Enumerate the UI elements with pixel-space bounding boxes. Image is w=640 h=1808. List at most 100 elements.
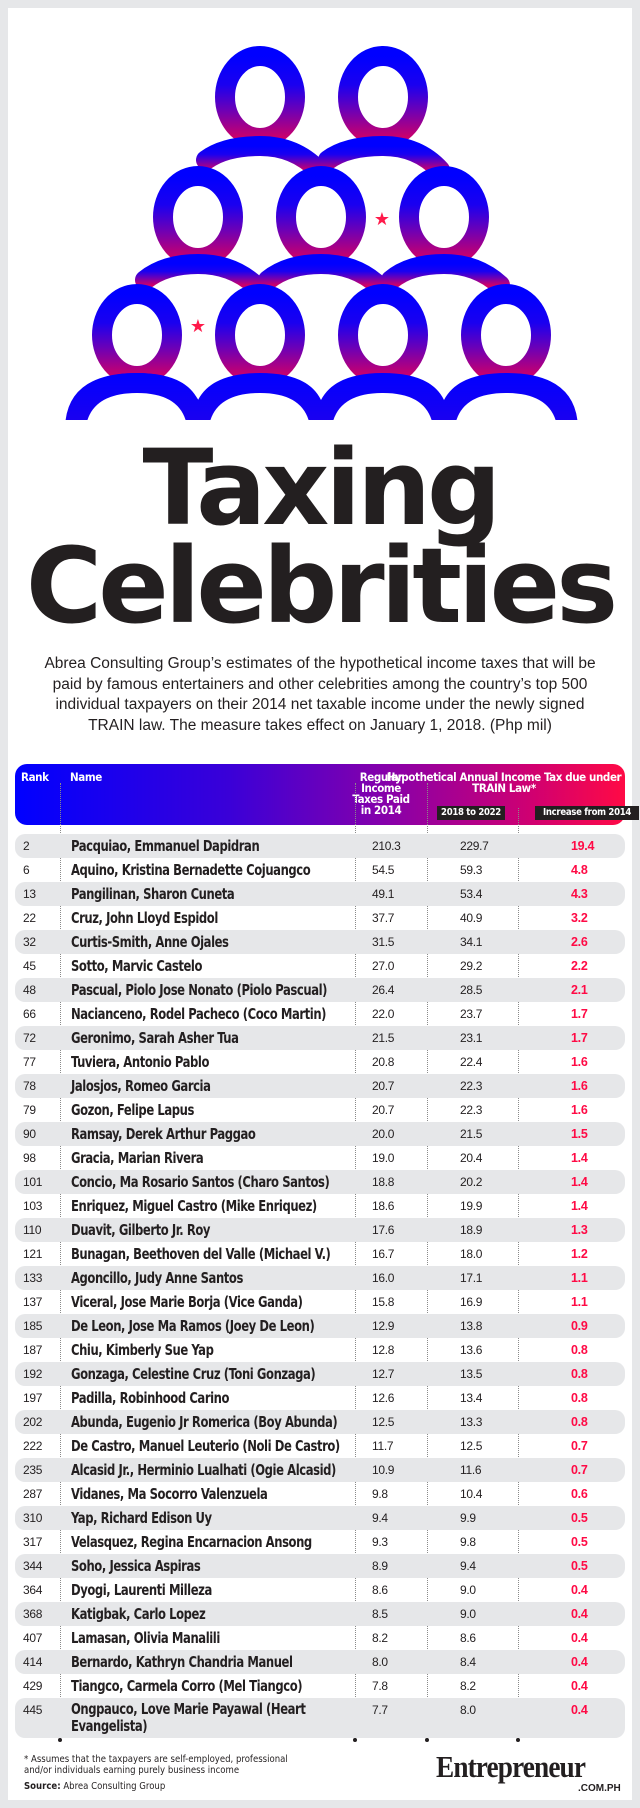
table-row: 192 Gonzaga, Celestine Cruz (Toni Gonzaga… xyxy=(15,1362,625,1386)
crowd-of-people-icon: ★ ★ ★ ★ ★ xyxy=(65,46,578,420)
regular-tax-cell: 54.5 xyxy=(372,863,395,877)
table-row: 407 Lamasan, Olivia Manalili 8.2 8.6 0.4 xyxy=(15,1626,625,1650)
name-cell: De Leon, Jose Ma Ramos (Joey De Leon) xyxy=(71,1317,315,1335)
increase-cell: 4.8 xyxy=(571,863,588,877)
name-cell: Tuviera, Antonio Pablo xyxy=(71,1053,209,1071)
name-cell: Lamasan, Olivia Manalili xyxy=(71,1629,220,1647)
name-cell: Geronimo, Sarah Asher Tua xyxy=(71,1029,239,1047)
column-divider xyxy=(60,783,61,1739)
table-row: 202 Abunda, Eugenio Jr Romerica (Boy Abun… xyxy=(15,1410,625,1434)
name-cell: Dyogi, Laurenti Milleza xyxy=(71,1581,212,1599)
source-label: Source: xyxy=(24,1781,61,1792)
regular-tax-cell: 12.6 xyxy=(372,1391,395,1405)
increase-cell: 1.6 xyxy=(571,1055,588,1069)
table-row: 45 Sotto, Marvic Castelo 27.0 29.2 2.2 xyxy=(15,954,625,978)
rank-cell: 317 xyxy=(23,1535,43,1549)
train-tax-cell: 229.7 xyxy=(460,839,489,853)
name-cell: Abunda, Eugenio Jr Romerica (Boy Abunda) xyxy=(71,1413,338,1431)
rank-cell: 310 xyxy=(23,1511,43,1525)
rank-cell: 407 xyxy=(23,1631,43,1645)
column-header-name: Name xyxy=(70,770,102,784)
rank-cell: 187 xyxy=(23,1343,43,1357)
table-row: 121 Bunagan, Beethoven del Valle (Michael… xyxy=(15,1242,625,1266)
regular-tax-cell: 18.6 xyxy=(372,1199,395,1213)
regular-tax-cell: 37.7 xyxy=(372,911,395,925)
increase-cell: 0.9 xyxy=(571,1319,588,1333)
train-tax-cell: 13.8 xyxy=(460,1319,483,1333)
name-cell: Pangilinan, Sharon Cuneta xyxy=(71,885,235,903)
source-line: Source: Abrea Consulting Group xyxy=(24,1781,165,1792)
name-cell: Cruz, John Lloyd Espidol xyxy=(71,909,218,927)
table-row: 187 Chiu, Kimberly Sue Yap 12.8 13.6 0.8 xyxy=(15,1338,625,1362)
train-tax-cell: 16.9 xyxy=(460,1295,483,1309)
table-body: 2 Pacquiao, Emmanuel Dapidran 210.3 229.7 19… xyxy=(15,834,625,1738)
name-cell: Vidanes, Ma Socorro Valenzuela xyxy=(71,1485,268,1503)
name-cell: Gozon, Felipe Lapus xyxy=(71,1101,194,1119)
regular-tax-cell: 20.7 xyxy=(372,1079,395,1093)
regular-tax-cell: 18.8 xyxy=(372,1175,395,1189)
increase-cell: 2.2 xyxy=(571,959,588,973)
table-row: 429 Tiangco, Carmela Corro (Mel Tiangco) 7… xyxy=(15,1674,625,1698)
name-cell: Gracia, Marian Rivera xyxy=(71,1149,204,1167)
table-row: 414 Bernardo, Kathryn Chandria Manuel 8.0 8… xyxy=(15,1650,625,1674)
train-tax-cell: 9.0 xyxy=(460,1607,476,1621)
increase-cell: 1.1 xyxy=(571,1295,588,1309)
table-row: 445 Ongpauco, Love Marie Payawal (Heart E… xyxy=(15,1698,625,1738)
name-cell: Jalosjos, Romeo Garcia xyxy=(71,1077,211,1095)
column-header-rank: Rank xyxy=(21,770,49,784)
rank-cell: 287 xyxy=(23,1487,43,1501)
subheader-2018-2022: 2018 to 2022 xyxy=(437,806,505,820)
train-tax-cell: 13.6 xyxy=(460,1343,483,1357)
table-row: 235 Alcasid Jr., Herminio Lualhati (Ogie … xyxy=(15,1458,625,1482)
regular-tax-cell: 22.0 xyxy=(372,1007,395,1021)
table-row: 13 Pangilinan, Sharon Cuneta 49.1 53.4 4.3 xyxy=(15,882,625,906)
name-cell: Duavit, Gilberto Jr. Roy xyxy=(71,1221,211,1239)
divider-dot xyxy=(425,1738,429,1742)
increase-cell: 4.3 xyxy=(571,887,588,901)
rank-cell: 137 xyxy=(23,1295,43,1309)
train-tax-cell: 23.7 xyxy=(460,1007,483,1021)
rank-cell: 185 xyxy=(23,1319,43,1333)
name-cell: Pacquiao, Emmanuel Dapidran xyxy=(71,837,260,855)
regular-tax-cell: 12.5 xyxy=(372,1415,395,1429)
increase-cell: 1.4 xyxy=(571,1199,588,1213)
name-cell: Soho, Jessica Aspiras xyxy=(71,1557,201,1575)
increase-cell: 2.1 xyxy=(571,983,588,997)
table-row: 90 Ramsay, Derek Arthur Paggao 20.0 21.5 1.5 xyxy=(15,1122,625,1146)
increase-cell: 1.4 xyxy=(571,1175,588,1189)
table-row: 287 Vidanes, Ma Socorro Valenzuela 9.8 10.4… xyxy=(15,1482,625,1506)
regular-tax-cell: 12.7 xyxy=(372,1367,395,1381)
train-tax-cell: 23.1 xyxy=(460,1031,483,1045)
name-cell: Chiu, Kimberly Sue Yap xyxy=(71,1341,214,1359)
name-cell: Nacianceno, Rodel Pacheco (Coco Martin) xyxy=(71,1005,327,1023)
train-tax-cell: 9.8 xyxy=(460,1535,476,1549)
title-line-2: Celebrities xyxy=(25,525,618,647)
train-tax-cell: 40.9 xyxy=(460,911,483,925)
table-row: 78 Jalosjos, Romeo Garcia 20.7 22.3 1.6 xyxy=(15,1074,625,1098)
regular-tax-cell: 17.6 xyxy=(372,1223,395,1237)
name-cell: Gonzaga, Celestine Cruz (Toni Gonzaga) xyxy=(71,1365,316,1383)
increase-cell: 0.4 xyxy=(571,1631,588,1645)
rank-cell: 66 xyxy=(23,1007,36,1021)
increase-cell: 0.5 xyxy=(571,1511,588,1525)
name-cell: Tiangco, Carmela Corro (Mel Tiangco) xyxy=(71,1677,303,1695)
name-cell: Katigbak, Carlo Lopez xyxy=(71,1605,206,1623)
table-row: 133 Agoncillo, Judy Anne Santos 16.0 17.1 1.… xyxy=(15,1266,625,1290)
rank-cell: 121 xyxy=(23,1247,43,1261)
regular-tax-cell: 7.8 xyxy=(372,1679,388,1693)
regular-tax-cell: 210.3 xyxy=(372,839,401,853)
subheader-increase: Increase from 2014 xyxy=(535,806,639,820)
regular-tax-cell: 16.0 xyxy=(372,1271,395,1285)
rank-cell: 48 xyxy=(23,983,36,997)
increase-cell: 0.7 xyxy=(571,1439,588,1453)
name-cell: De Castro, Manuel Leuterio (Noli De Cast… xyxy=(71,1437,340,1455)
rank-cell: 77 xyxy=(23,1055,36,1069)
table-row: 364 Dyogi, Laurenti Milleza 8.6 9.0 0.4 xyxy=(15,1578,625,1602)
regular-tax-cell: 7.7 xyxy=(372,1703,388,1717)
table-row: 66 Nacianceno, Rodel Pacheco (Coco Martin… xyxy=(15,1002,625,1026)
name-cell: Aquino, Kristina Bernadette Cojuangco xyxy=(71,861,311,879)
train-tax-cell: 9.9 xyxy=(460,1511,476,1525)
regular-tax-cell: 19.0 xyxy=(372,1151,395,1165)
regular-tax-cell: 27.0 xyxy=(372,959,395,973)
increase-cell: 0.7 xyxy=(571,1463,588,1477)
